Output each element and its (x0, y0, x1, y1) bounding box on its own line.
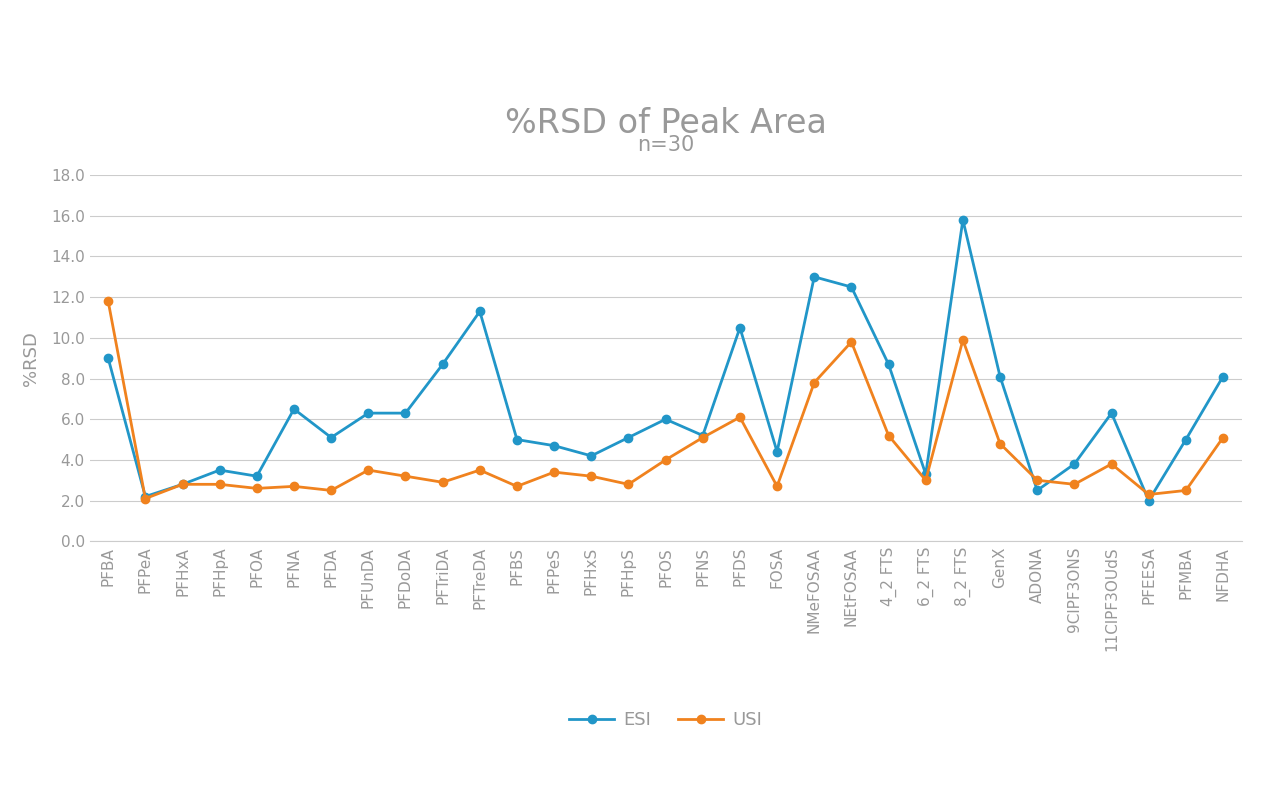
USI (287, 482, 302, 491)
USI (1029, 475, 1044, 485)
ESI (844, 283, 859, 292)
ESI (658, 415, 673, 424)
USI (584, 471, 599, 481)
ESI (695, 431, 710, 440)
ESI (101, 353, 116, 363)
ESI (732, 323, 748, 333)
ESI (1178, 435, 1193, 444)
USI (769, 482, 785, 491)
USI (1215, 433, 1230, 443)
USI (250, 484, 265, 494)
ESI (472, 306, 488, 316)
Title: %RSD of Peak Area: %RSD of Peak Area (504, 107, 827, 140)
ESI (435, 360, 451, 369)
USI (324, 486, 339, 495)
ESI (1140, 496, 1156, 505)
ESI (250, 471, 265, 481)
ESI (398, 408, 413, 418)
USI (101, 296, 116, 306)
USI (472, 466, 488, 475)
USI (695, 433, 710, 443)
USI (955, 335, 970, 345)
ESI (769, 447, 785, 457)
ESI (1066, 459, 1082, 469)
USI (138, 494, 154, 503)
USI (918, 475, 933, 485)
USI (509, 482, 525, 491)
ESI (1103, 408, 1119, 418)
USI (212, 479, 228, 489)
ESI (1215, 372, 1230, 381)
ESI (918, 470, 933, 479)
USI (398, 471, 413, 481)
Y-axis label: %RSD: %RSD (22, 331, 40, 385)
Legend: ESI, USI: ESI, USI (562, 704, 769, 736)
USI (1140, 490, 1156, 499)
USI (547, 467, 562, 477)
ESI (547, 441, 562, 451)
USI (658, 455, 673, 465)
ESI (324, 433, 339, 443)
USI (992, 439, 1007, 448)
ESI (509, 435, 525, 444)
ESI (287, 404, 302, 414)
ESI (621, 433, 636, 443)
ESI (1029, 486, 1044, 495)
ESI (584, 451, 599, 461)
ESI (881, 360, 896, 369)
ESI (806, 272, 822, 282)
ESI (212, 466, 228, 475)
USI (1066, 479, 1082, 489)
Line: ESI: ESI (104, 216, 1228, 505)
USI (732, 412, 748, 422)
USI (1178, 486, 1193, 495)
USI (806, 378, 822, 388)
ESI (992, 372, 1007, 381)
USI (881, 431, 896, 440)
USI (844, 338, 859, 347)
USI (361, 466, 376, 475)
ESI (361, 408, 376, 418)
USI (175, 479, 191, 489)
Text: n=30: n=30 (637, 135, 694, 155)
USI (435, 478, 451, 487)
ESI (138, 492, 154, 501)
USI (621, 479, 636, 489)
Line: USI: USI (104, 297, 1228, 503)
ESI (175, 479, 191, 489)
USI (1103, 459, 1119, 469)
ESI (955, 215, 970, 224)
